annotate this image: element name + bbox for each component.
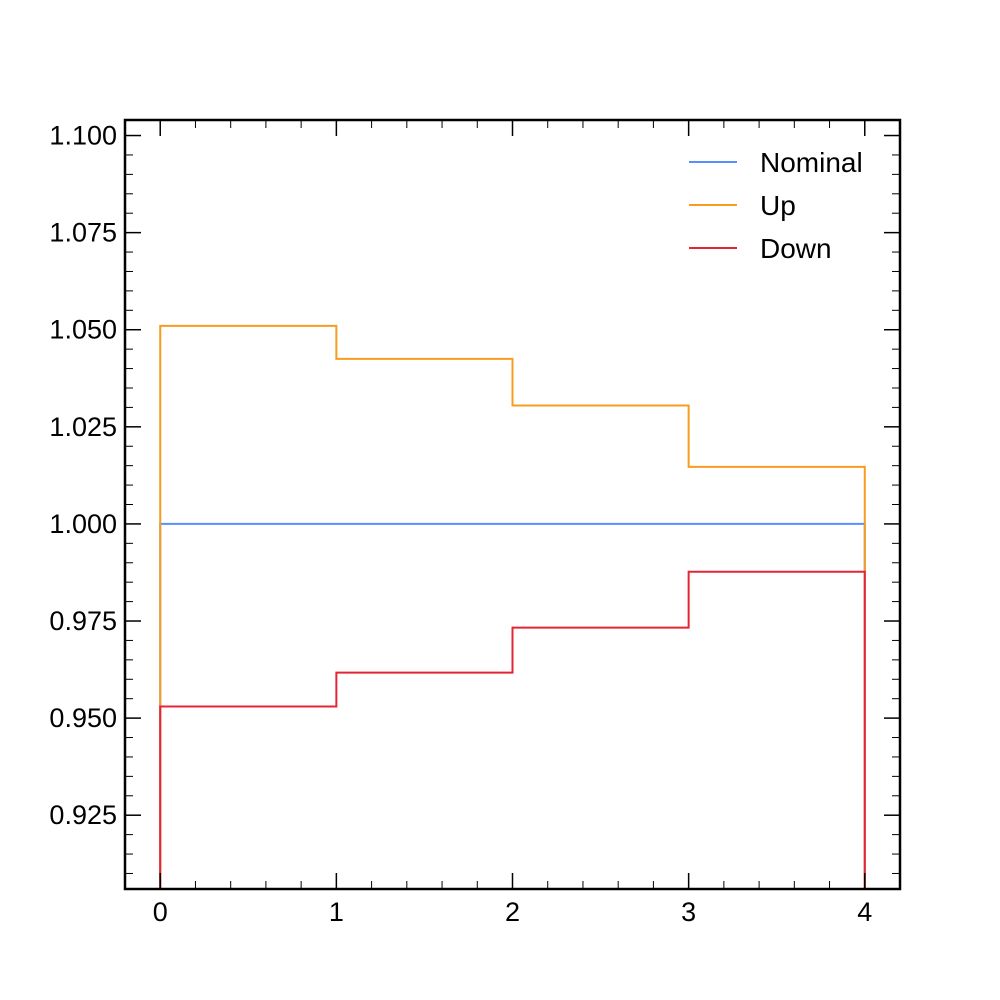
legend-label-nominal: Nominal <box>760 147 863 178</box>
series-layer <box>159 324 866 889</box>
x-tick-label: 4 <box>857 897 872 927</box>
x-tick-label: 2 <box>505 897 520 927</box>
y-tick-label: 1.075 <box>49 218 117 248</box>
y-tick-label: 0.975 <box>49 606 117 636</box>
tick-labels: 0 1 2 3 4 0.925 0.950 0.975 1.000 1.025 1.050 1.075… <box>49 121 872 927</box>
series-line-down <box>159 570 866 889</box>
legend-label-up: Up <box>760 190 796 221</box>
x-tick-label: 1 <box>329 897 344 927</box>
legend: Nominal Up Down <box>689 147 863 264</box>
y-tick-label: 1.000 <box>49 509 117 539</box>
series-line-up <box>159 324 866 889</box>
x-tick-label: 0 <box>153 897 168 927</box>
x-tick-label: 3 <box>681 897 696 927</box>
y-tick-label: 0.950 <box>49 703 117 733</box>
y-tick-label: 1.050 <box>49 315 117 345</box>
y-tick-label: 1.100 <box>49 121 117 151</box>
legend-label-down: Down <box>760 233 832 264</box>
plot-frame <box>123 118 902 891</box>
y-tick-label: 0.925 <box>49 800 117 830</box>
y-tick-label: 1.025 <box>49 412 117 442</box>
